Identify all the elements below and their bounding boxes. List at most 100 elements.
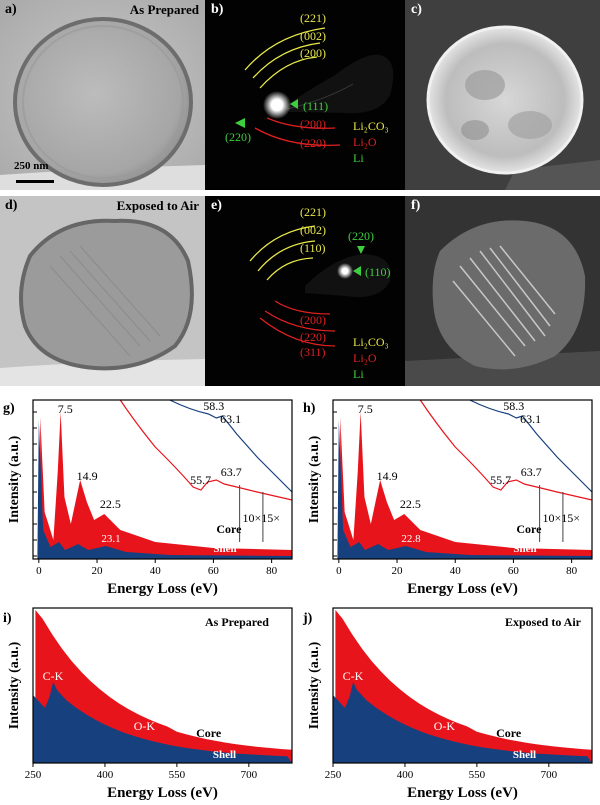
peak-label: 13.5 (68, 567, 88, 579)
x-axis-label: Energy Loss (eV) (107, 785, 218, 801)
ring-label: (002) (300, 29, 326, 43)
series-label-shell: Shell (213, 749, 236, 761)
shell-area (333, 682, 592, 763)
panel-label: b) (211, 2, 224, 17)
dark-field-image-exposed-to-air: f) (405, 196, 600, 386)
peak-label: 58.3 (503, 399, 524, 413)
eels-plot: 0 20 40 60 80 Energy Loss (eV) Intensity (a.u.… (303, 399, 593, 597)
saed-pattern: (221) (002) (110) (200) (220) (311) (220… (205, 196, 405, 386)
edge-label: C-K (343, 669, 364, 683)
y-axis-label: Intensity (a.u.) (307, 435, 322, 523)
peak-label: 14.9 (377, 469, 398, 483)
core-magnified-line (119, 399, 293, 501)
diffraction-pattern-exposed-to-air: (221) (002) (110) (200) (220) (311) (220… (205, 196, 405, 386)
tem-micrograph (0, 0, 205, 190)
plot-frame (332, 399, 593, 560)
peak-label: 58.3 (203, 399, 224, 413)
ring-label: (220) (348, 229, 374, 243)
ring-label: (110) (300, 241, 326, 255)
core-area (39, 412, 292, 559)
ring-label: (200) (300, 313, 326, 327)
eels-core-loss-chart-exposed-to-air: 250 400 550 700 Energy Loss (eV) Intensity (a… (300, 600, 600, 805)
x-tick-label: 80 (566, 565, 578, 577)
x-tick-label: 400 (97, 769, 114, 781)
panel-label: g) (3, 401, 15, 416)
saed-pattern: (221) (002) (200) (111) (200) (220) (220… (205, 0, 405, 190)
shell-magnified-line (469, 399, 593, 493)
panel-label: d) (5, 198, 18, 213)
x-axis-label: Energy Loss (eV) (107, 581, 218, 597)
plot-frame (32, 607, 293, 764)
x-tick-label: 700 (541, 769, 558, 781)
x-tick-label: 80 (266, 565, 278, 577)
legend-item: Li (353, 367, 364, 381)
ring-label: (110) (365, 265, 391, 279)
magnification-label: 10×15× (243, 511, 281, 525)
core-magnified-line (419, 399, 593, 501)
edge-label: C-K (43, 669, 64, 683)
panel-label: a) (5, 2, 17, 17)
x-tick-label: 60 (508, 565, 520, 577)
peak-label: 22.5 (400, 497, 421, 511)
x-axis-label: Energy Loss (eV) (407, 785, 518, 801)
x-tick-label: 700 (241, 769, 258, 781)
x-tick-label: 20 (92, 565, 104, 577)
x-tick-label: 0 (336, 565, 342, 577)
panel-label: i) (3, 611, 12, 626)
scale-bar-label: 250 nm (14, 160, 49, 172)
tem-micrograph (0, 196, 205, 386)
x-tick-label: 20 (392, 565, 404, 577)
legend-item: Li₂O (353, 135, 377, 149)
peak-label: 55.7 (490, 473, 511, 487)
eels-plot: 250 400 550 700 Energy Loss (eV) Intensity (a… (302, 607, 593, 801)
legend-item: Li₂CO₃ (353, 119, 389, 133)
series-label-shell: Shell (213, 543, 236, 555)
legend-item: Li₂CO₃ (353, 335, 389, 349)
dark-field-image-as-prepared: c) (405, 0, 600, 190)
tem-image-as-prepared: a) As Prepared 250 nm (0, 0, 205, 190)
peak-label: 14.9 (77, 469, 98, 483)
core-area (339, 412, 592, 559)
peak-label: 63.7 (221, 465, 242, 479)
eels-low-loss-chart-exposed-to-air: 0 20 40 60 80 Energy Loss (eV) Intensity (a.u.… (300, 392, 600, 604)
panel-label: c) (411, 2, 422, 17)
panel-label: e) (211, 198, 222, 213)
panel-label: h) (303, 401, 316, 416)
ring-label: (220) (225, 130, 251, 144)
legend-item: Li (353, 151, 364, 165)
peak-label: 63.1 (220, 412, 241, 426)
peak-label: 55.7 (190, 473, 211, 487)
ring-label: (200) (300, 46, 326, 60)
ring-label: (220) (300, 330, 326, 344)
x-tick-label: 250 (25, 769, 42, 781)
x-tick-label: 0 (36, 565, 42, 577)
panel-label: f) (411, 198, 421, 213)
magnification-label: 10×15× (543, 511, 581, 525)
plot-frame (332, 607, 593, 764)
y-axis-label: Intensity (a.u.) (7, 435, 22, 523)
ring-label: (200) (300, 117, 326, 131)
tem-image-exposed-to-air: d) Exposed to Air (0, 196, 205, 386)
panel-label: j) (302, 611, 313, 626)
peak-label: 7.5 (358, 402, 373, 416)
x-tick-label: 400 (397, 769, 414, 781)
ring-label: (221) (300, 11, 326, 25)
panel-title: As Prepared (129, 2, 199, 17)
x-tick-label: 60 (208, 565, 220, 577)
peak-label: 63.7 (521, 465, 542, 479)
eels-plot: 0 20 40 60 80 Energy Loss (eV) Intensity (a.u.… (3, 399, 293, 597)
peak-label: 7.5 (58, 402, 73, 416)
x-axis-label: Energy Loss (eV) (407, 581, 518, 597)
panel-title: As Prepared (205, 615, 269, 629)
shell-magnified-line (169, 399, 293, 493)
panel-title: Exposed to Air (505, 615, 582, 629)
ring-label: (002) (300, 223, 326, 237)
series-label-core: Core (196, 726, 222, 740)
x-tick-label: 250 (325, 769, 342, 781)
series-label-core: Core (516, 522, 542, 536)
x-tick-label: 550 (469, 769, 486, 781)
ring-label: (311) (300, 345, 326, 359)
panel-title: Exposed to Air (116, 198, 199, 213)
legend-item: Li₂O (353, 351, 377, 365)
shell-area (33, 682, 292, 763)
